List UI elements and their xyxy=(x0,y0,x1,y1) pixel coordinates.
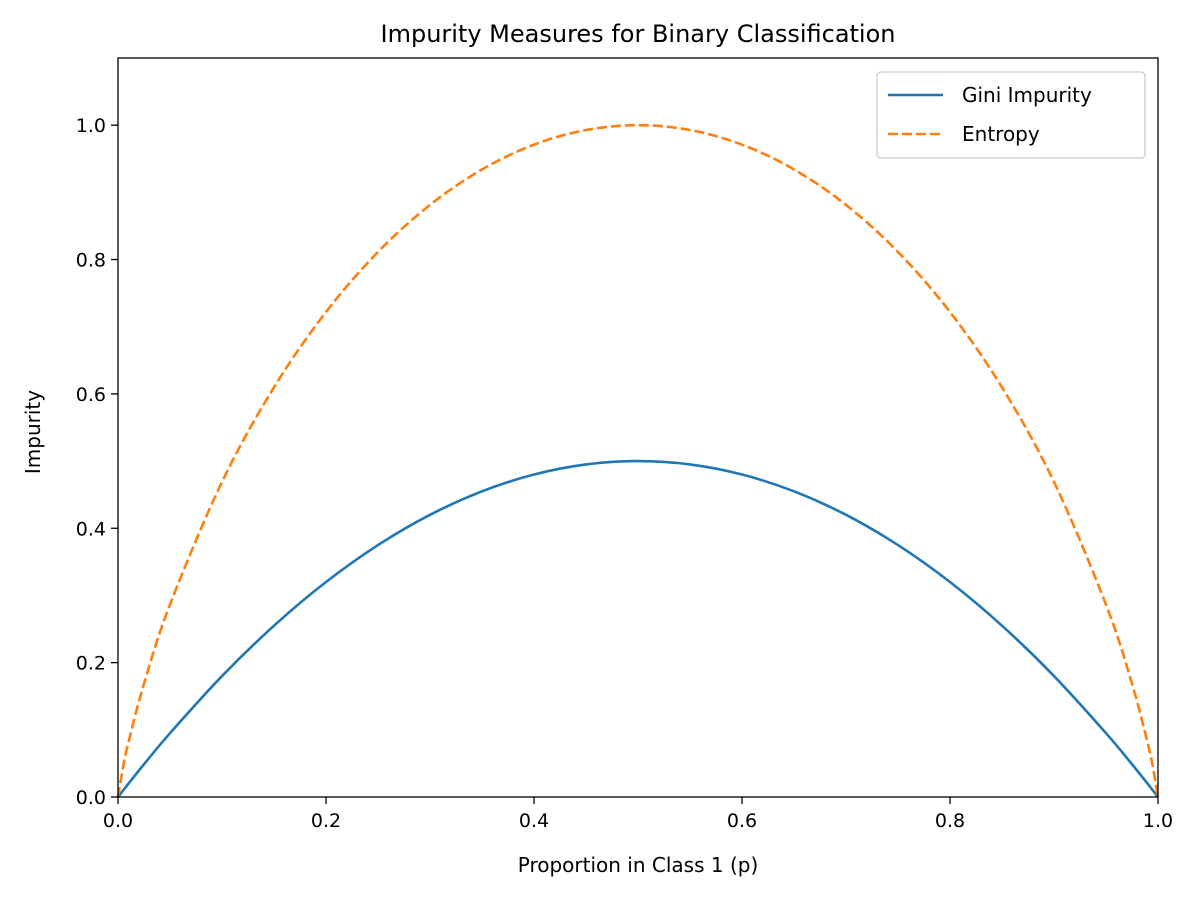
plot-frame xyxy=(117,57,1159,798)
x-axis-label: Proportion in Class 1 (p) xyxy=(518,853,759,877)
y-tick-label: 0.4 xyxy=(76,518,106,540)
legend: Gini Impurity Entropy xyxy=(876,71,1146,159)
x-tick-label: 1.0 xyxy=(1143,810,1173,832)
x-tick-label: 0.8 xyxy=(935,810,965,832)
y-tick-label: 1.0 xyxy=(76,115,106,137)
x-tick-label: 0.4 xyxy=(519,810,549,832)
x-tick-label: 0.6 xyxy=(727,810,757,832)
legend-gini-label: Gini Impurity xyxy=(962,83,1092,107)
x-tick-label: 0.2 xyxy=(311,810,341,832)
y-axis-label: Impurity xyxy=(21,390,45,474)
y-tick-label: 0.8 xyxy=(76,250,106,272)
legend-entropy-label: Entropy xyxy=(962,122,1040,146)
legend-box xyxy=(876,71,1146,159)
series-line-entropy xyxy=(116,123,1160,798)
series-line-gini-impurity xyxy=(116,459,1160,798)
y-tick-label: 0.2 xyxy=(76,653,106,675)
chart-title: Impurity Measures for Binary Classificat… xyxy=(381,20,896,48)
x-tick-label: 0.0 xyxy=(103,810,133,832)
y-tick-label: 0.0 xyxy=(76,787,106,809)
y-tick-label: 0.6 xyxy=(76,384,106,406)
